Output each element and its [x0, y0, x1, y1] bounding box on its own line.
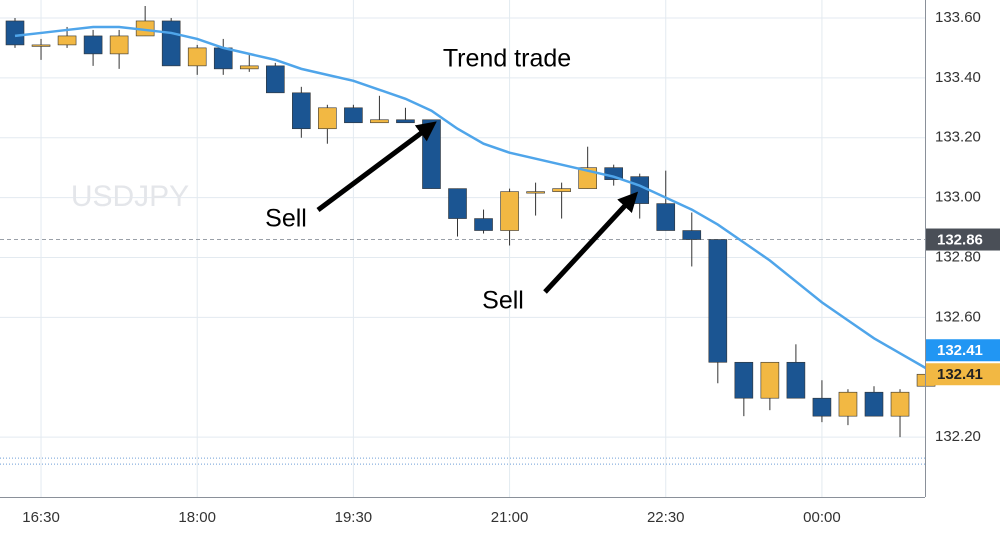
price-badge-label: 132.41 — [937, 342, 983, 359]
candle-body — [5, 20, 25, 46]
arrow — [543, 191, 639, 294]
y-tick-label: 132.20 — [935, 428, 981, 445]
x-tick-label: 00:00 — [803, 509, 841, 526]
candle-body — [526, 191, 545, 194]
y-tick-label: 133.20 — [935, 129, 981, 146]
annotation: Sell — [265, 205, 307, 233]
candle-body — [760, 361, 780, 399]
y-tick-label: 133.60 — [935, 9, 981, 26]
candle-body — [682, 230, 702, 240]
y-tick-label: 132.60 — [935, 308, 981, 325]
candle-body — [344, 107, 363, 124]
candle-body — [838, 391, 858, 417]
candle-body — [786, 361, 806, 399]
watermark: USDJPY — [71, 180, 189, 213]
candle-body — [708, 239, 728, 363]
x-tick-label: 21:00 — [491, 509, 529, 526]
candle-body — [812, 397, 832, 417]
x-tick-label: 22:30 — [647, 509, 685, 526]
candle-body — [57, 35, 77, 46]
candle-body — [31, 44, 51, 47]
annotation: Trend trade — [443, 45, 571, 73]
candle-body — [864, 391, 884, 417]
moving-average — [14, 25, 927, 370]
y-tick-label: 132.80 — [935, 248, 981, 265]
x-tick-label: 18:00 — [178, 509, 216, 526]
candle-body — [318, 107, 337, 130]
candle-body — [83, 35, 103, 55]
candle-body — [213, 47, 233, 70]
price-badge — [926, 339, 1000, 362]
candle-body — [109, 35, 129, 55]
y-tick-label: 133.00 — [935, 189, 981, 206]
candle-body — [448, 188, 467, 219]
candle-body — [292, 92, 311, 130]
candle-body — [656, 203, 676, 231]
candle-body — [239, 65, 259, 70]
x-tick-label: 16:30 — [22, 509, 60, 526]
candle-body — [370, 119, 389, 124]
candle-body — [890, 391, 910, 417]
price-badge-label: 132.41 — [937, 366, 983, 383]
price-badge-label: 132.86 — [937, 231, 983, 248]
candle-body — [552, 188, 571, 192]
candle-body — [500, 191, 519, 231]
annotation: Sell — [482, 287, 524, 315]
grid — [0, 0, 925, 497]
candle-body — [187, 47, 207, 67]
price-badge — [926, 228, 1000, 251]
candle-body — [161, 20, 181, 67]
price-badge — [926, 363, 1000, 386]
candle-body — [734, 361, 754, 399]
candle-body — [474, 218, 493, 231]
arrow — [316, 121, 437, 213]
candle-body — [265, 65, 285, 94]
axis-labels: 133.60 133.40 133.20 133.00 132.80 132.60 132.… — [22, 9, 1000, 526]
plot — [5, 5, 936, 438]
candle-body — [396, 119, 415, 124]
y-tick-label: 133.40 — [935, 69, 981, 86]
x-tick-label: 19:30 — [335, 509, 373, 526]
